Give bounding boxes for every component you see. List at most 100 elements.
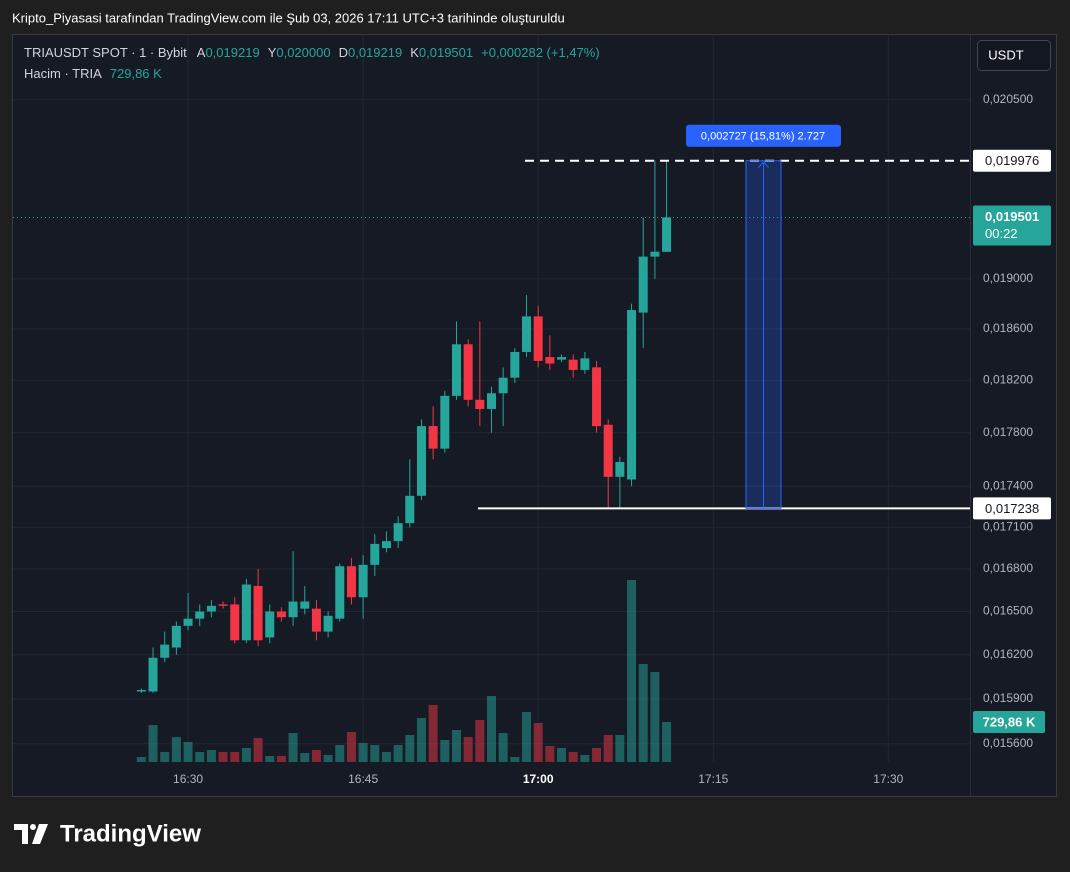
candle-body	[592, 367, 602, 427]
plot: 0,020500 0,019000 0,018600 0,018200 0,017800…	[13, 35, 1051, 786]
candle-body	[346, 566, 356, 598]
volume-bar	[381, 751, 391, 762]
candle-body	[183, 618, 193, 626]
candle-body	[627, 310, 637, 480]
x-tick-label: 16:45	[348, 772, 378, 786]
volume-bar	[498, 733, 508, 762]
candle-body	[160, 644, 170, 658]
y-tick-label: 0,016500	[983, 604, 1033, 618]
candle-body	[230, 604, 240, 641]
candle-body	[241, 584, 251, 641]
candle-body	[136, 689, 146, 692]
volume-bar	[568, 751, 578, 762]
volume-bar	[522, 711, 532, 762]
price-line-box	[973, 149, 1051, 172]
logo-mark	[14, 824, 28, 844]
candle-body	[265, 611, 275, 638]
volume-bar	[335, 745, 345, 762]
volume-bar	[393, 745, 403, 762]
volume-bar	[580, 754, 590, 762]
y-tick-label: 0,017100	[983, 519, 1033, 533]
volume-bar	[288, 733, 298, 762]
ohlc-key: K	[410, 45, 419, 60]
volume-bar	[557, 747, 567, 762]
volume-bar	[253, 738, 263, 762]
volume-bar	[218, 751, 228, 762]
currency-button[interactable]	[977, 40, 1051, 71]
x-tick-label: 17:00	[523, 772, 554, 786]
ohlc-value: 0,019219	[348, 45, 402, 60]
volume-bar	[358, 742, 368, 762]
y-tick-label: 0,016200	[983, 647, 1033, 661]
legend-line: TRIAUSDT SPOT · 1 · Bybit A0,019219 Y0,020…	[24, 45, 600, 60]
volume-bar	[638, 663, 648, 762]
candle-body	[603, 424, 613, 477]
price-line-label: 0,019976	[985, 153, 1039, 168]
candle-body	[533, 316, 543, 361]
volume-bar	[206, 750, 216, 762]
candle-body	[662, 217, 672, 252]
candle-body	[568, 359, 578, 370]
candle-body	[171, 625, 181, 648]
y-tick-label: 0,019000	[983, 271, 1033, 285]
candle-body	[311, 608, 321, 632]
ohlc-key: Y	[268, 45, 277, 60]
candle-body	[580, 358, 590, 370]
candle-body	[428, 426, 438, 449]
candle-body	[358, 564, 368, 598]
brand: TradingView	[60, 820, 201, 847]
countdown: 00:22	[985, 226, 1018, 241]
volume-bar	[487, 695, 496, 762]
candle-body	[522, 316, 532, 352]
volume-bar	[416, 718, 426, 762]
candle-body	[475, 399, 485, 409]
volume-name: Hacim · TRIA	[24, 66, 102, 81]
ohlc-value: 0,020000	[276, 45, 330, 60]
y-tick-label: 0,017400	[983, 478, 1033, 492]
candle-body	[276, 611, 286, 618]
candle-body	[335, 566, 345, 619]
candle-body	[487, 393, 496, 409]
currency-button-label[interactable]: USDT	[988, 47, 1023, 62]
volume-bar	[428, 705, 438, 762]
volume-bar	[545, 746, 555, 762]
candle-body	[498, 377, 508, 394]
volume-bar	[440, 739, 450, 762]
candle-body	[440, 395, 450, 449]
y-tick-label: 0,018200	[983, 372, 1033, 386]
volume-bar	[276, 755, 286, 762]
candle-body	[451, 344, 461, 396]
volume-bar	[136, 757, 146, 762]
measure-label: 0,002727 (15,81%) 2.727	[701, 131, 825, 143]
x-tick-label: 17:15	[698, 772, 728, 786]
candle-body	[416, 426, 426, 496]
volume-bar	[195, 751, 205, 762]
candle-body	[463, 344, 473, 400]
volume-bar	[650, 671, 660, 762]
volume-bar	[160, 751, 170, 762]
volume-bar	[346, 731, 356, 762]
volume-bar	[510, 757, 520, 762]
price-line-box	[973, 497, 1051, 520]
volume-bar	[311, 750, 321, 762]
volume-bar	[475, 719, 485, 762]
volume-bar	[370, 745, 380, 762]
last-price-label: 0,019501	[985, 209, 1039, 224]
volume-axis-box	[973, 711, 1045, 734]
candle-body	[253, 585, 263, 641]
ohlc-value: 0,019501	[419, 45, 473, 60]
x-tick-label: 17:30	[873, 772, 903, 786]
volume-legend: Hacim · TRIA 729,86 K	[24, 66, 162, 81]
candle-body	[638, 256, 648, 313]
volume-bar	[265, 755, 275, 762]
caption: Kripto_Piyasasi tarafından TradingView.c…	[12, 10, 565, 25]
logo-mark	[32, 824, 48, 844]
volume-axis-label: 729,86 K	[983, 714, 1036, 729]
candle-body	[381, 541, 391, 549]
volume-bar	[405, 734, 415, 762]
candle-body	[557, 357, 567, 360]
y-tick-label: 0,015900	[983, 691, 1033, 705]
volume-bar	[627, 580, 637, 762]
candle-body	[510, 351, 520, 378]
